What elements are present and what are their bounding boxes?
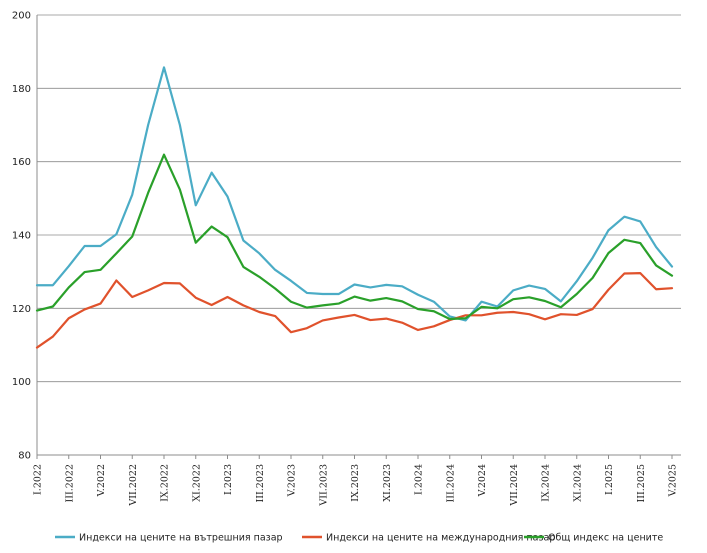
- x-tick-label: III.2025: [636, 464, 647, 502]
- x-tick-label: III.2022: [64, 464, 75, 502]
- x-tick-label: III.2024: [445, 464, 456, 502]
- legend-label-1: Индекси на цените на вътрешния пазар: [79, 533, 283, 544]
- x-tick-label: XI.2023: [382, 464, 393, 502]
- y-tick-label: 180: [12, 84, 31, 95]
- series-lines: [35, 66, 674, 349]
- x-tick-label: VII.2024: [509, 464, 520, 507]
- x-tick-label: VII.2023: [318, 464, 329, 507]
- x-tick-label: XI.2024: [572, 464, 583, 502]
- legend: Индекси на цените на вътрешния пазар Инде…: [55, 533, 663, 544]
- x-tick-label: I.2022: [33, 464, 44, 495]
- x-tick-label: IX.2023: [350, 464, 361, 502]
- x-tick-label: V.2024: [477, 464, 488, 497]
- y-tick-label: 160: [12, 157, 31, 168]
- y-tick-label: 120: [12, 304, 31, 315]
- x-tick-label: V.2022: [96, 464, 107, 497]
- x-tick-label: XI.2022: [191, 464, 202, 502]
- axes: [36, 15, 681, 456]
- y-tick-label: 200: [12, 11, 31, 22]
- x-tick-label: I.2023: [223, 464, 234, 495]
- x-axis-ticks: I.2022 III.2022 V.2022 VII.2022 IX.2022 XI.20…: [33, 455, 679, 507]
- legend-label-2: Индекси на цените на международния пазар: [326, 533, 555, 544]
- gridlines: [37, 14, 681, 383]
- x-tick-label: IX.2022: [160, 464, 171, 502]
- series-line-3: [35, 153, 674, 321]
- x-tick-label: I.2025: [604, 464, 615, 495]
- x-tick-label: III.2023: [255, 464, 266, 502]
- series-line-2: [35, 272, 674, 349]
- y-tick-label: 140: [12, 231, 31, 242]
- legend-label-3: Общ индекс на цените: [548, 533, 663, 544]
- series-line-1: [35, 66, 674, 322]
- y-axis-ticks: 80 100 120 140 160 180 200: [12, 11, 31, 462]
- x-tick-label: V.2023: [287, 464, 298, 497]
- x-tick-label: I.2024: [414, 464, 425, 495]
- x-tick-label: IX.2024: [541, 464, 552, 502]
- y-tick-label: 80: [18, 451, 31, 462]
- y-tick-label: 100: [12, 377, 31, 388]
- x-tick-label: V.2025: [668, 464, 679, 497]
- x-tick-label: VII.2022: [128, 464, 139, 507]
